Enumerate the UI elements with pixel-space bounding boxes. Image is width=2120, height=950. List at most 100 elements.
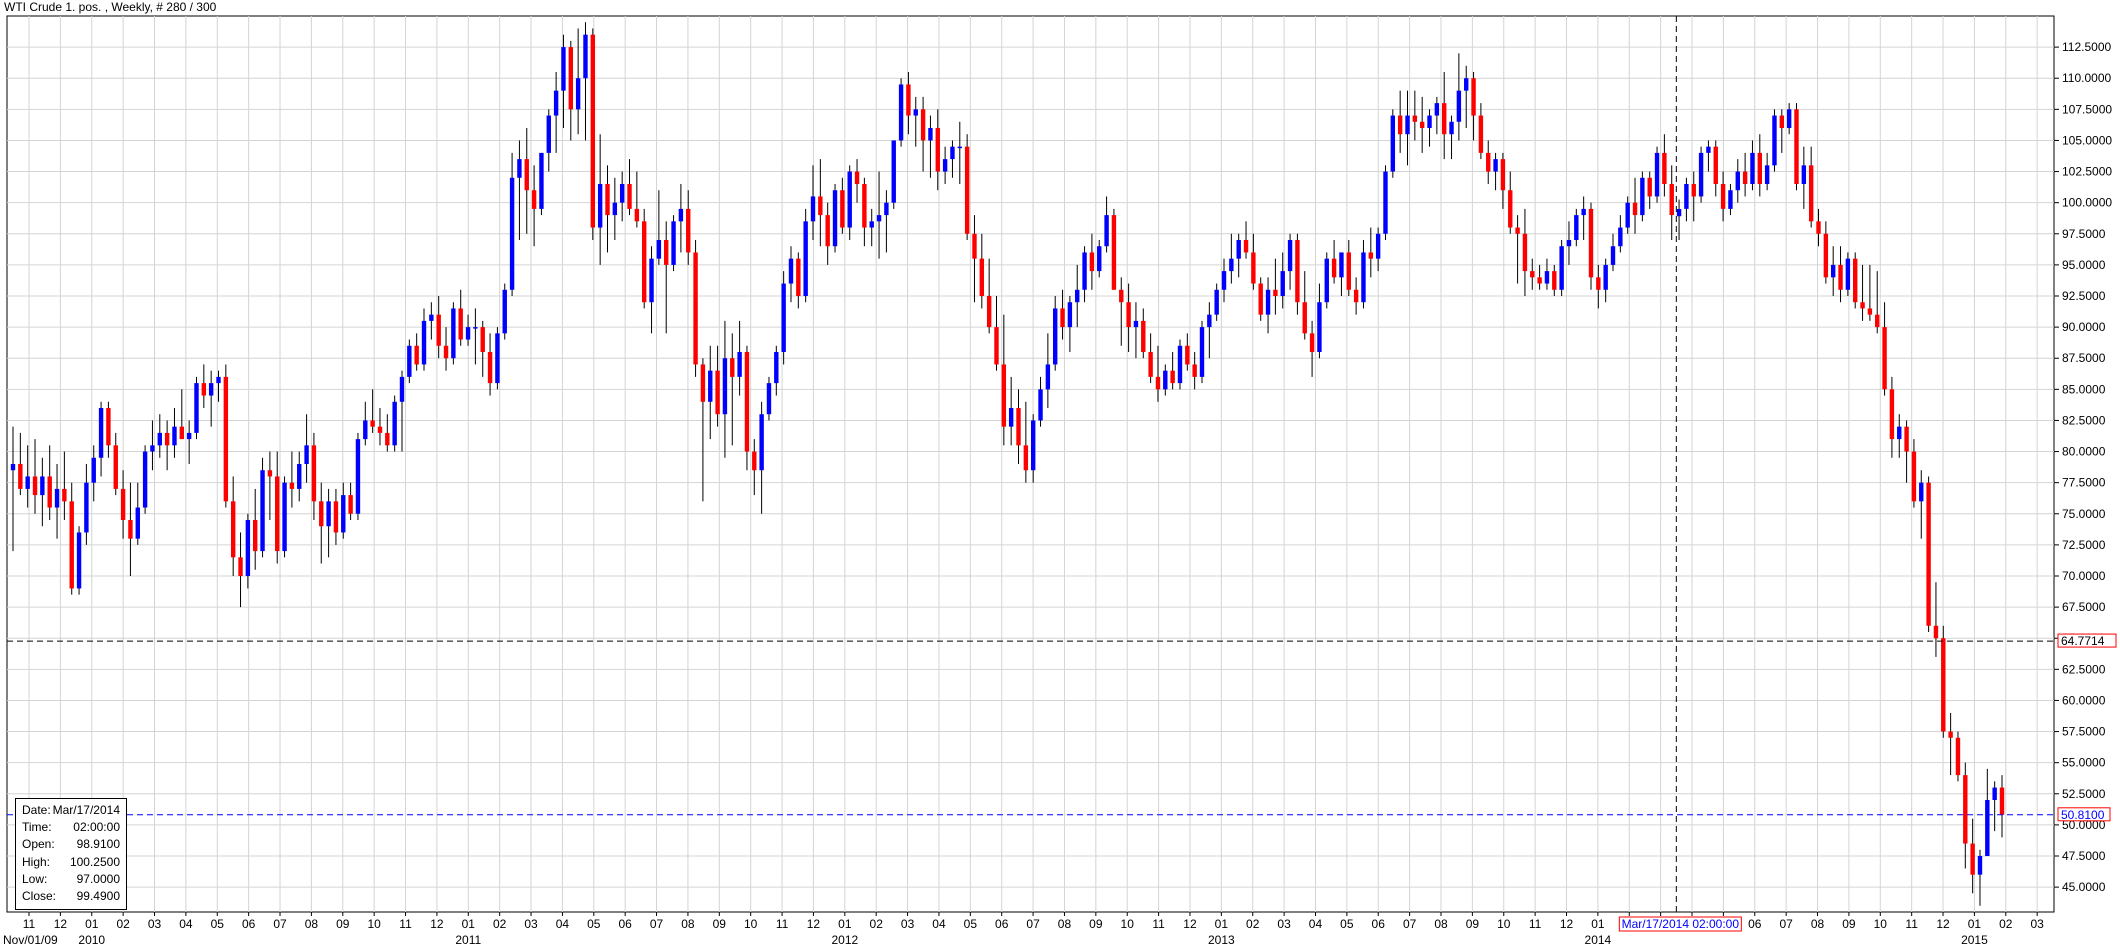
candle-body: [553, 90, 559, 116]
candle-body: [1309, 333, 1315, 352]
candle-body: [1207, 314, 1212, 328]
x-start-label: Nov/01/09: [3, 933, 58, 947]
x-tick-label: 09: [1089, 917, 1103, 931]
candle-body: [1441, 103, 1447, 135]
candle-body: [759, 414, 764, 471]
x-tick-label: 08: [305, 917, 319, 931]
candle-body: [135, 507, 140, 539]
y-tick-label: 110.0000: [2062, 71, 2111, 85]
candle-body: [267, 470, 273, 477]
candle-body: [796, 258, 801, 296]
x-tick-label: 01: [85, 917, 99, 931]
candle-body: [1155, 376, 1161, 390]
info-row-value: 99.4900: [76, 889, 120, 903]
candle-body: [818, 196, 823, 216]
candle-body: [150, 445, 155, 452]
candle-body: [1985, 800, 1990, 856]
candle-body: [1419, 121, 1425, 128]
candle-body: [1302, 302, 1307, 334]
info-row: Date: Mar/17/2014: [22, 803, 120, 820]
candle-body: [612, 202, 618, 216]
candle-body: [1508, 190, 1513, 228]
candle-body: [942, 159, 948, 172]
info-row-value: Mar/17/2014: [52, 803, 120, 817]
candle-body: [1948, 731, 1953, 738]
candle-body: [1229, 258, 1234, 272]
candle-body: [1170, 370, 1175, 384]
candle-body: [1361, 252, 1366, 303]
candle-body: [1904, 426, 1909, 452]
candle-body: [1427, 115, 1432, 128]
candle-body: [1133, 320, 1139, 328]
candle-body: [1060, 308, 1065, 328]
year-label: 2011: [455, 933, 481, 947]
y-tick-label: 67.5000: [2062, 600, 2106, 614]
info-row-label: Low:: [22, 871, 48, 886]
candle-body: [421, 320, 427, 365]
candle-body: [1794, 109, 1799, 184]
candle-body: [627, 184, 632, 209]
x-tick-label: 07: [650, 917, 664, 931]
info-row: Low: 97.0000: [22, 872, 120, 889]
candle-body: [649, 258, 654, 303]
candle-body: [722, 358, 728, 415]
candle-body: [1434, 103, 1440, 116]
x-tick-label: 11: [776, 917, 789, 931]
candle-body: [1030, 420, 1036, 471]
candle-body: [1581, 208, 1586, 216]
y-tick-label: 107.5000: [2062, 102, 2112, 116]
candle-body: [671, 221, 676, 265]
candle-body: [120, 488, 126, 520]
candle-body: [370, 420, 375, 427]
candle-body: [1515, 227, 1520, 234]
candle-body: [708, 370, 713, 402]
candle-body: [898, 84, 904, 141]
candle-body: [1287, 240, 1293, 272]
candle-body: [1676, 209, 1682, 217]
candle-body: [803, 221, 808, 296]
x-tick-label: 09: [1842, 917, 1856, 931]
candle-body: [216, 376, 221, 384]
candle-body: [91, 457, 96, 483]
y-tick-label: 47.5000: [2062, 849, 2106, 863]
info-row-value: 98.9100: [76, 837, 120, 852]
candle-body: [1493, 159, 1498, 172]
candle-body: [1075, 289, 1080, 303]
candle-body: [1596, 277, 1601, 290]
candle-body: [590, 34, 596, 228]
crosshair-price-label: 64.7714: [2061, 634, 2105, 648]
y-tick-label: 112.5000: [2062, 40, 2111, 54]
candle-body: [76, 532, 82, 589]
crosshair-date-label: Mar/17/2014 02:00:00: [1622, 917, 1740, 931]
y-tick-label: 52.5000: [2062, 787, 2106, 801]
info-row-label: Close:: [22, 889, 57, 903]
candle-body: [473, 327, 478, 329]
y-tick-label: 87.5000: [2062, 351, 2106, 365]
candle-body: [1713, 146, 1718, 184]
candle-body: [113, 445, 118, 489]
x-tick-label: 07: [1779, 917, 1793, 931]
candle-body: [1251, 252, 1256, 284]
candle-body: [253, 520, 258, 552]
x-tick-label: 06: [995, 917, 1009, 931]
info-row: Open: 98.9100: [22, 837, 120, 854]
y-tick-label: 105.0000: [2062, 133, 2112, 147]
y-tick-label: 92.5000: [2062, 289, 2106, 303]
candle-body: [1141, 320, 1146, 352]
candle-body: [1221, 271, 1227, 290]
candle-body: [25, 476, 30, 489]
last-close-label: 50.8100: [2061, 808, 2105, 822]
candle-body: [1610, 246, 1616, 265]
candle-body: [1999, 787, 2005, 815]
candle-body: [964, 146, 970, 234]
candle-body: [957, 146, 962, 149]
candle-body: [333, 501, 339, 533]
candle-body: [1522, 233, 1528, 272]
candle-body: [1977, 856, 1983, 875]
candle-body: [1750, 152, 1755, 184]
candle-body: [275, 476, 280, 552]
candle-body: [1016, 408, 1021, 446]
candle-body: [480, 327, 485, 352]
